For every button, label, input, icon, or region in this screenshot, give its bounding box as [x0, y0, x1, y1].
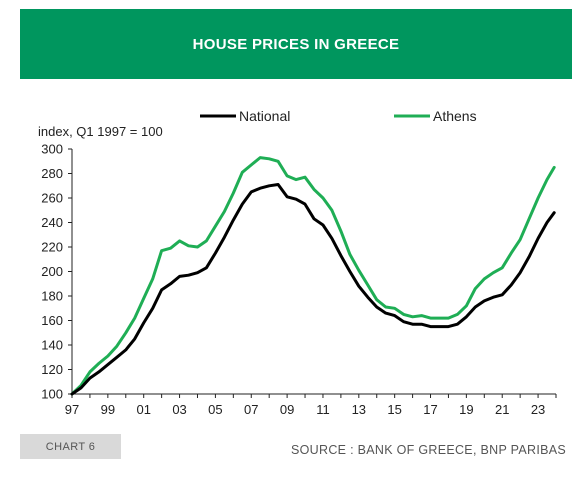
- x-tick-label: 23: [531, 402, 545, 417]
- chart-number-label: CHART 6: [45, 440, 96, 453]
- y-axis-unit-label: index, Q1 1997 = 100: [38, 124, 163, 139]
- y-tick-label: 180: [41, 289, 63, 304]
- x-tick-label: 13: [352, 402, 366, 417]
- legend: National Athens: [200, 108, 477, 124]
- x-tick-label: 01: [136, 402, 150, 417]
- chart-title-banner: HOUSE PRICES IN GREECE: [20, 9, 572, 79]
- series-lines: [70, 156, 556, 396]
- chart-title: HOUSE PRICES IN GREECE: [192, 35, 400, 53]
- x-tick-label: 19: [459, 402, 473, 417]
- y-tick-label: 160: [41, 313, 63, 328]
- legend-label-athens: Athens: [433, 108, 477, 124]
- series-line-national: [70, 183, 556, 396]
- x-tick-label: 03: [172, 402, 186, 417]
- y-tick-label: 120: [41, 362, 63, 377]
- x-tick-label: 07: [244, 402, 258, 417]
- x-tick-label: 97: [65, 402, 79, 417]
- series-line-athens: [70, 156, 556, 396]
- chart-number-tag: CHART 6: [20, 434, 121, 459]
- source-note: SOURCE : BANK OF GREECE, BNP PARIBAS: [291, 443, 566, 457]
- x-tick-label: 05: [208, 402, 222, 417]
- x-tick-label: 17: [423, 402, 437, 417]
- y-tick-label: 300: [41, 142, 63, 157]
- y-tick-label: 240: [41, 215, 63, 230]
- y-tick-label: 200: [41, 264, 63, 279]
- x-tick-label: 21: [495, 402, 509, 417]
- x-tick-label: 15: [387, 402, 401, 417]
- x-tick-label: 11: [316, 402, 330, 417]
- y-tick-label: 100: [41, 387, 63, 402]
- y-tick-label: 260: [41, 191, 63, 206]
- y-tick-label: 220: [41, 240, 63, 255]
- y-tick-label: 140: [41, 338, 63, 353]
- x-tick-label: 99: [101, 402, 115, 417]
- x-tick-label: 09: [280, 402, 294, 417]
- axes: 100 120 140 160 180 200 220 240 260 280 300 97 99 01 0…: [41, 142, 557, 417]
- y-tick-label: 280: [41, 166, 63, 181]
- legend-label-national: National: [239, 108, 290, 124]
